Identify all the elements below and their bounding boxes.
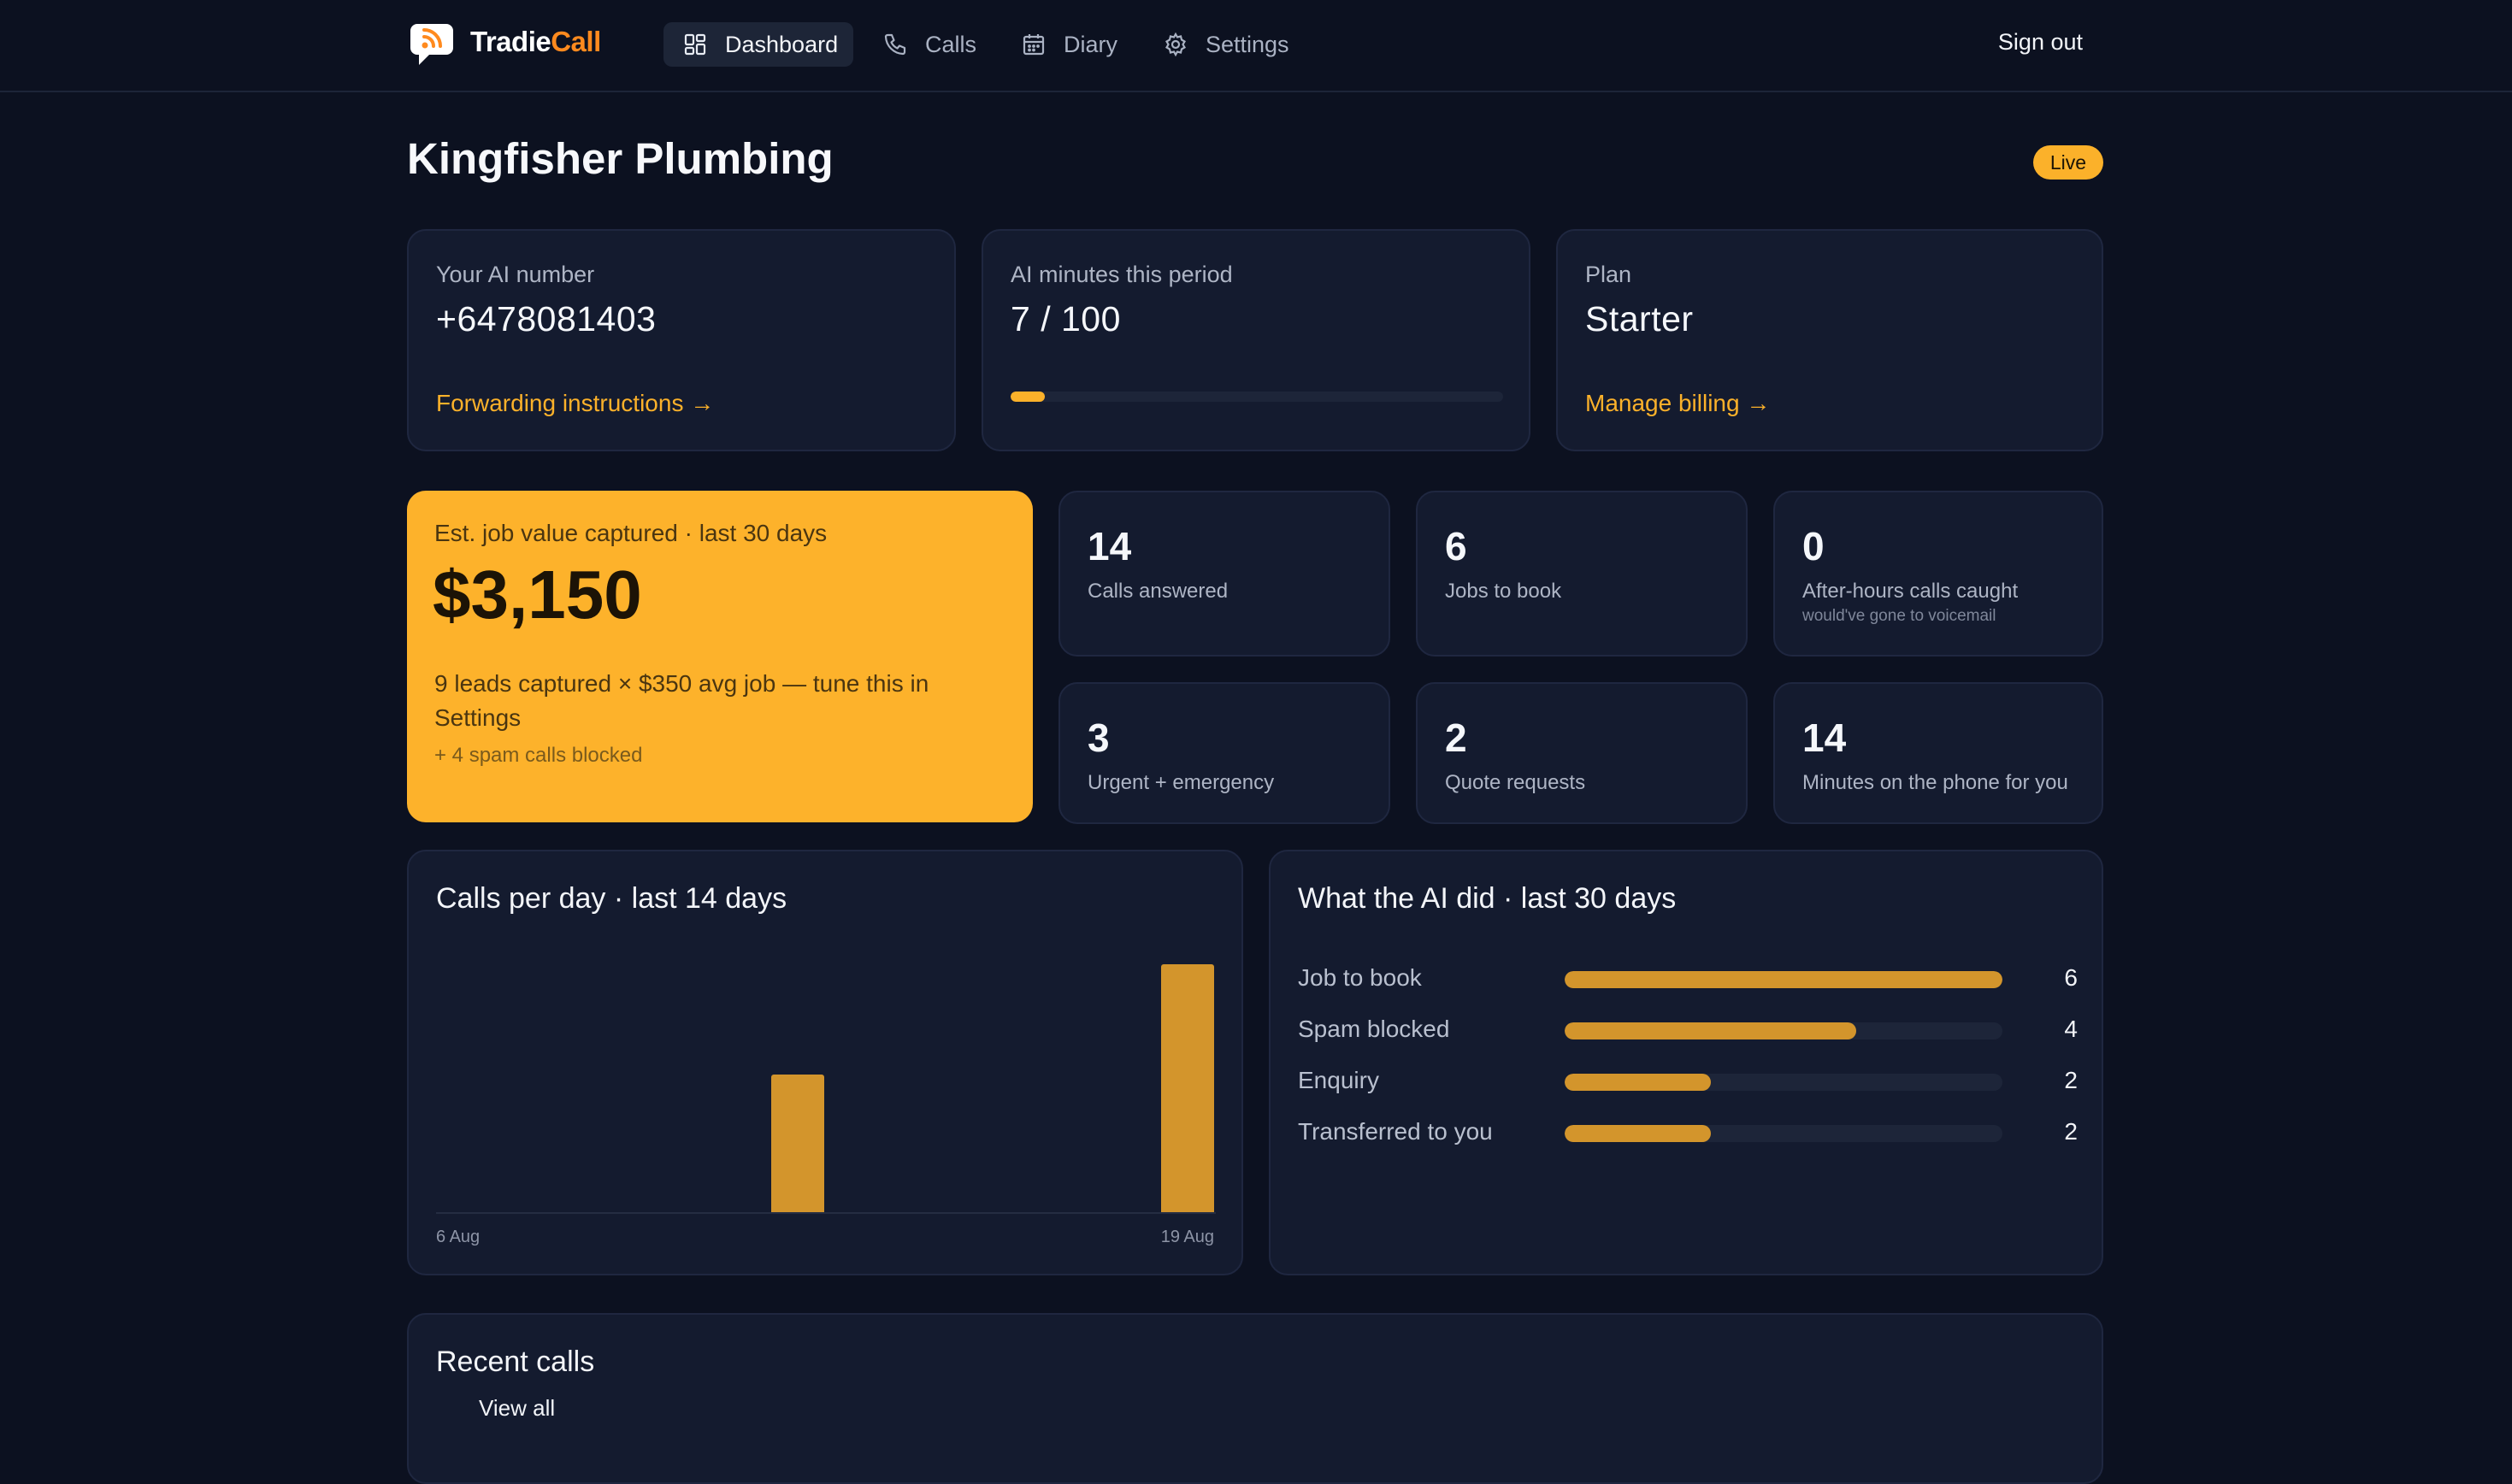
ai-action-value: 2 [2064, 1118, 2078, 1145]
ai-action-value: 6 [2064, 964, 2078, 991]
stat-value: 3 [1088, 716, 1110, 760]
ai-number-value: +6478081403 [436, 299, 657, 339]
recent-calls-card: Recent calls View all [407, 1313, 2103, 1484]
stat-label: Jobs to book [1445, 580, 1562, 603]
stat-value: 6 [1445, 524, 1467, 568]
stat-value: 0 [1802, 524, 1825, 568]
grid-icon [684, 33, 706, 56]
ai-actions-card: What the AI did · last 30 days Job to bo… [1269, 850, 2103, 1275]
nav-settings-label: Settings [1206, 31, 1289, 57]
ai-number-card: Your AI number +6478081403 Forwarding in… [407, 229, 956, 451]
ai-action-track [1565, 971, 2002, 988]
manage-billing-link[interactable]: Manage billing → [1585, 390, 1771, 416]
stat-label: Calls answered [1088, 580, 1229, 603]
forwarding-instructions-link[interactable]: Forwarding instructions → [436, 390, 715, 416]
view-all-link[interactable]: View all [479, 1395, 556, 1421]
stat-after-hours: 0 After-hours calls caught would've gone… [1773, 491, 2103, 657]
x-tick-label-start: 6 Aug [436, 1228, 481, 1246]
ai-action-track [1565, 1074, 2002, 1091]
ai-minutes-value: 7 / 100 [1011, 299, 1121, 339]
page-title: Kingfisher Plumbing [407, 134, 834, 183]
ai-action-row: Transferred to you 2 [1298, 1115, 2078, 1149]
plan-card: Plan Starter Manage billing → [1556, 229, 2103, 451]
ai-action-label: Spam blocked [1298, 1016, 1450, 1042]
sign-out-button[interactable]: Sign out [1997, 29, 2083, 55]
stat-value: 14 [1088, 524, 1132, 568]
ai-action-label: Enquiry [1298, 1067, 1379, 1093]
stat-urgent: 3 Urgent + emergency [1058, 682, 1390, 824]
stat-quote-requests: 2 Quote requests [1416, 682, 1748, 824]
stat-value: 2 [1445, 716, 1467, 760]
nav-diary[interactable]: Diary [1002, 22, 1133, 67]
ai-action-bar [1565, 971, 2002, 988]
stat-jobs-to-book: 6 Jobs to book [1416, 491, 1748, 657]
ai-action-row: Spam blocked 4 [1298, 1012, 2078, 1046]
ai-action-value: 4 [2064, 1016, 2078, 1042]
stat-label: After-hours calls caught [1802, 580, 2019, 603]
ai-action-label: Job to book [1298, 964, 1422, 991]
nav-calls-label: Calls [925, 31, 977, 57]
ai-action-bar [1565, 1074, 1711, 1091]
phone-icon [884, 33, 906, 56]
plan-label: Plan [1585, 262, 1632, 287]
brand-part1: Tradie [470, 26, 551, 57]
stat-minutes-on-phone: 14 Minutes on the phone for you [1773, 682, 2103, 824]
stat-calls-answered: 14 Calls answered [1058, 491, 1390, 657]
status-badge: Live [2033, 145, 2103, 180]
stat-label: Minutes on the phone for you [1802, 771, 2068, 794]
spam-blocked-note: + 4 spam calls blocked [434, 744, 643, 767]
top-nav: TradieCall Dashboard Calls Diary Setting… [0, 0, 2512, 92]
ai-number-label: Your AI number [436, 262, 595, 287]
job-value-description: 9 leads captured × $350 avg job — tune t… [434, 670, 929, 731]
ai-action-row: Enquiry 2 [1298, 1063, 2078, 1098]
nav-calls[interactable]: Calls [864, 22, 992, 67]
ai-action-value: 2 [2064, 1067, 2078, 1093]
stat-sublabel: would've gone to voicemail [1802, 607, 1996, 625]
brand-name[interactable]: TradieCall [470, 26, 601, 58]
gear-icon [1165, 32, 1187, 57]
calendar-icon [1023, 34, 1045, 56]
brand-part2: Call [551, 26, 601, 57]
ai-actions-title: What the AI did · last 30 days [1298, 882, 1677, 915]
ai-action-bar [1565, 1125, 1711, 1142]
recent-calls-title: Recent calls [436, 1346, 595, 1378]
chart-bar [771, 1074, 825, 1212]
ai-action-track [1565, 1022, 2002, 1039]
ai-action-track [1565, 1125, 2002, 1142]
stat-value: 14 [1802, 716, 1847, 760]
job-value-amount: $3,150 [433, 556, 642, 633]
ai-action-bar [1565, 1022, 1857, 1039]
chart-bar [1161, 964, 1215, 1212]
minutes-progress-fill [1011, 392, 1046, 402]
nav-dashboard[interactable]: Dashboard [663, 22, 854, 67]
stat-label: Urgent + emergency [1088, 771, 1275, 794]
nav-diary-label: Diary [1064, 31, 1118, 57]
minutes-progress-bar [1011, 392, 1503, 402]
nav-settings[interactable]: Settings [1144, 22, 1305, 67]
ai-minutes-label: AI minutes this period [1011, 262, 1233, 287]
ai-minutes-card: AI minutes this period 7 / 100 [982, 229, 1530, 451]
calls-per-day-card: Calls per day · last 14 days 6 Aug 19 Au… [407, 850, 1243, 1275]
ai-action-label: Transferred to you [1298, 1118, 1493, 1145]
nav-dashboard-label: Dashboard [725, 31, 839, 57]
chart-x-axis [436, 1212, 1216, 1214]
stat-label: Quote requests [1445, 771, 1586, 794]
x-tick-label-end: 19 Aug [1160, 1228, 1214, 1246]
chart-title: Calls per day · last 14 days [436, 882, 787, 915]
job-value-label: Est. job value captured · last 30 days [434, 520, 828, 546]
job-value-card: Est. job value captured · last 30 days $… [407, 491, 1033, 822]
ai-action-row: Job to book 6 [1298, 961, 2078, 995]
logo-icon [410, 24, 453, 65]
plan-value: Starter [1585, 299, 1694, 339]
